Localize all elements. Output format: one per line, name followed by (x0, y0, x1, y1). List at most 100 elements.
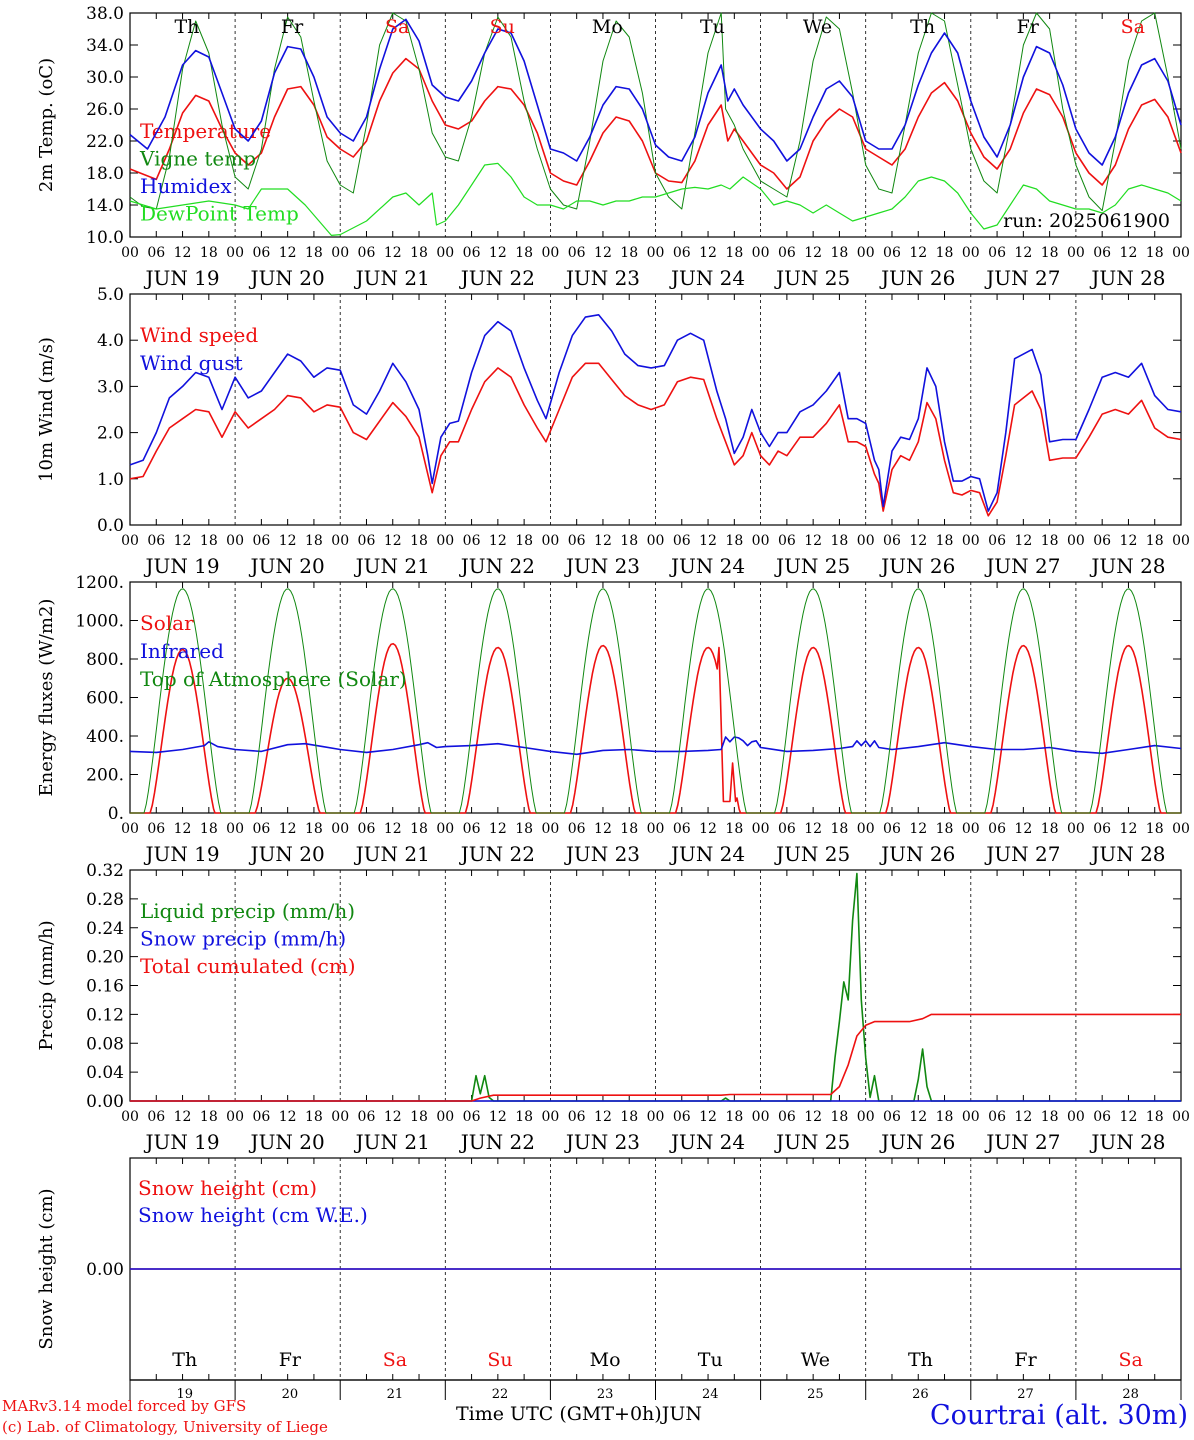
y-tick-label: 1.0 (97, 470, 124, 490)
hour-tick-label: 00 (1172, 533, 1190, 549)
hour-tick-label: 00 (962, 821, 980, 837)
hour-tick-label: 18 (410, 533, 428, 549)
hour-tick-label: 18 (831, 245, 849, 261)
hour-tick-label: 00 (121, 533, 139, 549)
y-tick-label: 26.0 (86, 100, 124, 120)
hour-tick-label: 12 (489, 821, 507, 837)
hour-tick-label: 12 (594, 821, 612, 837)
series-line-wind-0 (129, 362, 1182, 517)
day-label: JUN 19 (143, 1130, 219, 1154)
day-label: JUN 27 (984, 266, 1060, 290)
y-tick-label: 34.0 (86, 36, 124, 56)
series-line-temp-1 (129, 12, 1182, 212)
y-tick-label: 0.32 (86, 861, 124, 881)
y-tick-label: 14.0 (86, 196, 124, 216)
hour-tick-label: 00 (436, 1109, 454, 1125)
y-tick-label: 5.0 (97, 285, 124, 305)
hour-tick-label: 06 (358, 245, 376, 261)
y-tick-label: 38.0 (86, 4, 124, 24)
day-label: JUN 28 (1089, 266, 1165, 290)
hour-tick-label: 00 (226, 821, 244, 837)
hour-tick-label: 12 (1014, 245, 1032, 261)
hour-tick-label: 12 (594, 245, 612, 261)
panel-snow: 0.00 Snow height (cm) Snow height (cm) Snow… (36, 1157, 1182, 1381)
day-number-label: 28 (1122, 1387, 1139, 1402)
weekday-label-bottom: Tu (698, 1349, 723, 1371)
weekday-label-top: Sa (1121, 16, 1145, 38)
day-label: JUN 26 (879, 266, 955, 290)
weekday-label-bottom: We (801, 1349, 830, 1371)
hour-tick-label: 18 (305, 533, 323, 549)
hour-tick-label: 12 (1014, 1109, 1032, 1125)
hour-tick-label: 06 (1093, 1109, 1111, 1125)
hour-tick-label: 06 (358, 821, 376, 837)
hour-tick-label: 00 (857, 821, 875, 837)
panel-temp: 10.0 14.0 18.0 22.0 26.0 30.0 34.0 38.0 2m Temp.… (36, 4, 1190, 290)
y-tick-label: 0.08 (86, 1034, 124, 1054)
hour-tick-label: 00 (331, 533, 349, 549)
hour-tick-label: 00 (121, 245, 139, 261)
hour-tick-label: 18 (305, 245, 323, 261)
day-label: JUN 23 (564, 1130, 640, 1154)
hour-tick-label: 18 (515, 1109, 533, 1125)
hour-tick-label: 06 (147, 533, 165, 549)
hour-tick-label: 06 (463, 245, 481, 261)
hour-tick-label: 06 (1093, 245, 1111, 261)
legend-temp-2: Humidex (140, 174, 232, 198)
weekday-label-top: We (803, 16, 832, 38)
hour-tick-label: 18 (620, 533, 638, 549)
hour-tick-label: 18 (200, 821, 218, 837)
hour-tick-label: 00 (647, 1109, 665, 1125)
y-tick-label: 600. (86, 689, 124, 709)
hour-tick-label: 06 (358, 1109, 376, 1125)
day-label: JUN 24 (669, 554, 745, 578)
day-label: JUN 24 (669, 842, 745, 866)
hour-tick-label: 06 (568, 821, 586, 837)
y-tick-label: 0.0 (97, 516, 124, 536)
legend-temp-0: Temperature (140, 119, 271, 143)
hour-tick-label: 06 (988, 533, 1006, 549)
hour-tick-label: 06 (568, 245, 586, 261)
weekday-label-bottom: Sa (1118, 1349, 1142, 1371)
hour-tick-label: 12 (909, 1109, 927, 1125)
hour-tick-label: 00 (436, 821, 454, 837)
day-label: JUN 22 (459, 842, 535, 866)
panel-wind: 0.0 1.0 2.0 3.0 4.0 5.0 10m Wind (m/s) Wind spe… (36, 285, 1190, 578)
hour-tick-label: 12 (699, 245, 717, 261)
hour-tick-label: 12 (279, 245, 297, 261)
hour-tick-label: 12 (804, 533, 822, 549)
panel-precip: 0.00 0.04 0.08 0.12 0.16 0.20 0.24 0.28 0.32 Prec… (36, 861, 1190, 1154)
credit-line-2: (c) Lab. of Climatology, University of L… (2, 1418, 328, 1436)
hour-tick-label: 00 (436, 245, 454, 261)
time-axis-title: Time UTC (GMT+0h) (456, 1403, 662, 1425)
day-label: JUN 23 (564, 842, 640, 866)
hour-tick-label: 00 (436, 533, 454, 549)
day-label: JUN 20 (249, 1130, 325, 1154)
hour-tick-label: 06 (778, 533, 796, 549)
hour-tick-label: 18 (620, 821, 638, 837)
hour-tick-label: 06 (778, 245, 796, 261)
hour-tick-label: 00 (752, 821, 770, 837)
hour-tick-label: 12 (1014, 533, 1032, 549)
weekday-label-top: Sa (385, 16, 409, 38)
hour-tick-label: 12 (804, 1109, 822, 1125)
day-label: JUN 28 (1089, 842, 1165, 866)
hour-tick-label: 00 (226, 245, 244, 261)
hour-tick-label: 18 (1041, 533, 1059, 549)
hour-tick-label: 12 (1120, 821, 1138, 837)
y-tick-label: 0.00 (86, 1260, 124, 1280)
series-line-temp-2 (129, 18, 1182, 166)
weekday-label-top: Fr (281, 16, 304, 38)
hour-tick-label: 00 (647, 821, 665, 837)
y-tick-label: 18.0 (86, 164, 124, 184)
station-name: Courtrai (alt. 30m) (929, 1400, 1188, 1431)
hour-tick-label: 18 (725, 533, 743, 549)
hour-tick-label: 12 (174, 533, 192, 549)
series-line-temp-0 (129, 57, 1182, 190)
weekday-label-top: Fr (1017, 16, 1040, 38)
y-tick-label: 10.0 (86, 228, 124, 248)
weekday-label-bottom: Sa (383, 1349, 407, 1371)
hour-tick-label: 00 (1172, 1109, 1190, 1125)
hour-tick-label: 18 (305, 1109, 323, 1125)
